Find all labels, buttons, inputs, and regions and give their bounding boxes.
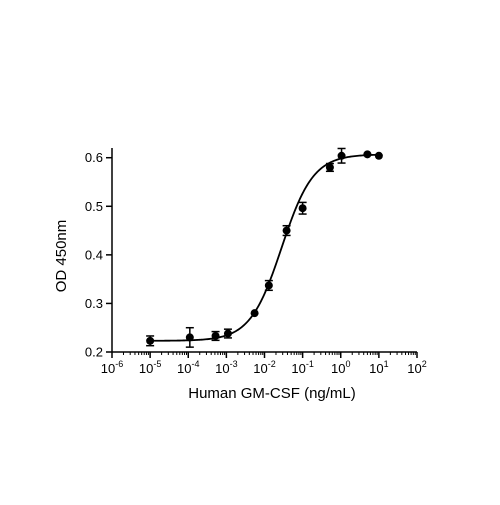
x-tick-label: 101 <box>369 359 388 376</box>
data-points-group <box>146 150 383 345</box>
data-point <box>250 309 259 318</box>
data-point <box>146 336 155 345</box>
x-tick-label: 10-3 <box>215 359 237 376</box>
data-point <box>211 331 220 340</box>
data-point <box>337 151 346 160</box>
data-point <box>223 329 232 338</box>
x-tick-label: 10-5 <box>139 359 161 376</box>
data-point <box>298 204 307 213</box>
error-bars-group <box>146 147 346 348</box>
fit-curve <box>150 153 379 342</box>
x-tick-label: 10-6 <box>101 359 123 376</box>
x-tick-label: 100 <box>331 359 350 376</box>
data-point <box>325 163 334 172</box>
data-point <box>374 151 383 160</box>
y-tick-label: 0.4 <box>85 247 103 262</box>
tick-labels-group: 0.2 0.3 0.4 0.5 0.6 10-6 10-5 10-4 10-3 10-2 10-1 1… <box>85 150 427 376</box>
y-axis-title: OD 450nm <box>53 220 70 293</box>
y-tick-label: 0.5 <box>85 199 103 214</box>
data-point <box>363 150 372 159</box>
axes <box>106 148 418 358</box>
x-tick-label: 10-1 <box>291 359 313 376</box>
y-tick-label: 0.3 <box>85 296 103 311</box>
y-tick-label: 0.6 <box>85 150 103 165</box>
fit-curve-group <box>150 153 379 342</box>
data-point <box>282 226 291 235</box>
y-tick-label: 0.2 <box>85 345 103 360</box>
x-tick-label: 10-4 <box>177 359 199 376</box>
x-tick-label: 10-2 <box>253 359 275 376</box>
x-axis-title: Human GM-CSF (ng/mL) <box>188 385 356 402</box>
data-point <box>185 333 194 342</box>
data-point <box>264 281 273 290</box>
x-tick-label: 102 <box>407 359 426 376</box>
